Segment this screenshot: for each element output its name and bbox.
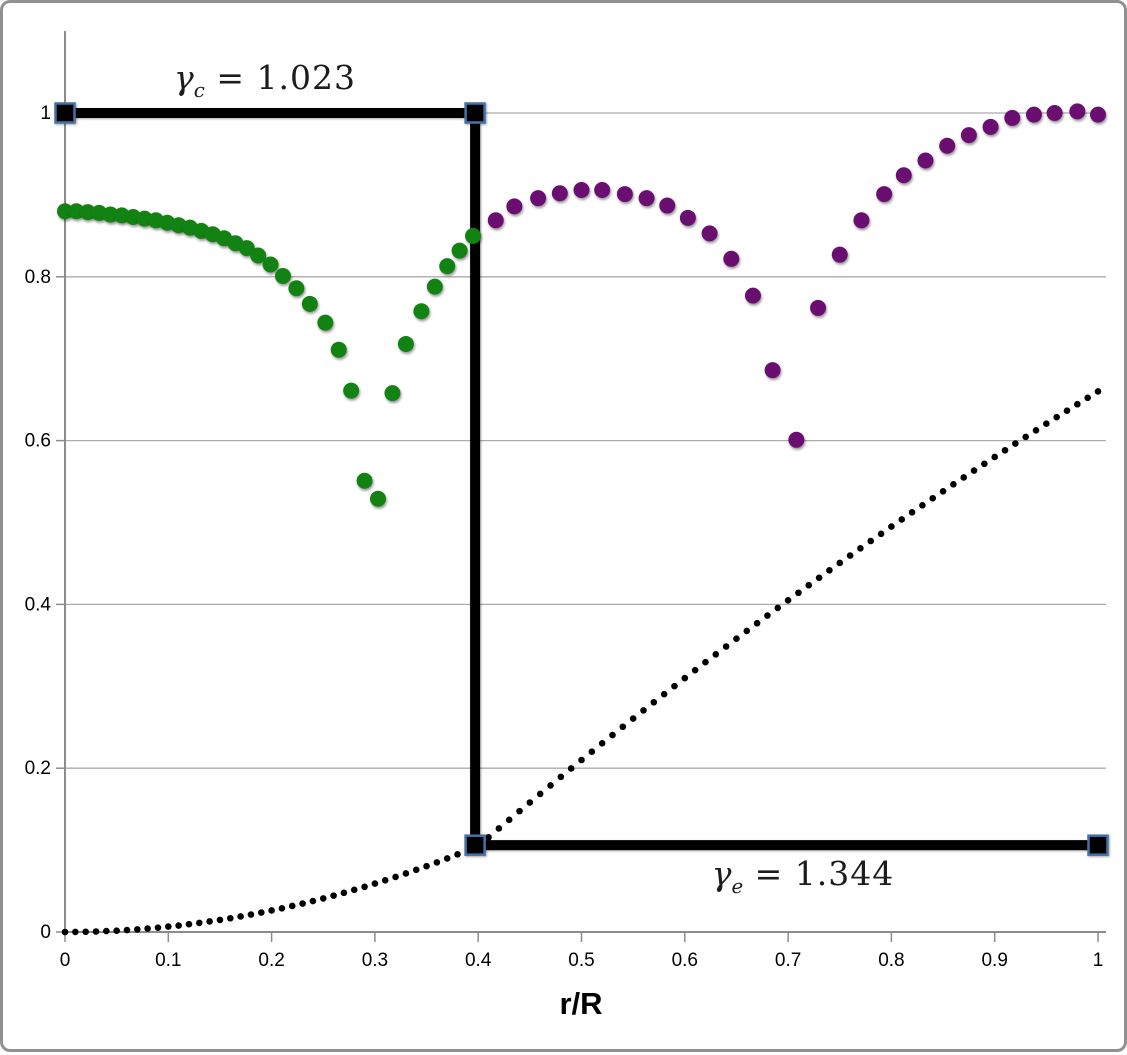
x-tick-label: 0.1 — [155, 950, 181, 971]
x-axis-title: r/R — [559, 986, 603, 1021]
dotted-curve-series — [61, 388, 1102, 936]
y-tick-label: 1 — [40, 103, 51, 124]
axis-ticks — [56, 112, 1099, 942]
axes — [64, 31, 1106, 933]
guide-lines — [65, 108, 1098, 851]
plot-area: 0 0.1 0.2 0.3 0.4 0.5 0.6 0.7 0.8 0.9 100.20.40.60… — [25, 31, 1109, 971]
purple-branch-series — [487, 103, 1106, 448]
x-tick-label: 0.5 — [568, 950, 594, 971]
x-tick-label: 0.3 — [362, 950, 388, 971]
guide-markers — [54, 102, 1109, 856]
y-tick-label: 0.2 — [25, 758, 51, 779]
x-tick-label: 0.2 — [258, 950, 284, 971]
y-tick-label: 0.6 — [25, 431, 51, 452]
x-tick-label: 0.9 — [981, 950, 1007, 971]
x-tick-label: 0 — [60, 950, 71, 971]
x-tick-label: 0.7 — [775, 950, 801, 971]
x-tick-label: 0.4 — [465, 950, 492, 971]
annotation-gamma-c: γc = 1.023 — [174, 58, 356, 102]
green-branch-series — [57, 203, 482, 507]
y-tick-label: 0.4 — [25, 594, 52, 615]
x-tick-labels: 0 0.1 0.2 0.3 0.4 0.5 0.6 0.7 0.8 0.9 1 — [60, 950, 1104, 971]
x-tick-label: 0.6 — [672, 950, 698, 971]
y-tick-labels: 0 0.2 0.4 0.6 0.8 1 — [25, 103, 52, 943]
x-tick-label: 0.8 — [878, 950, 904, 971]
annotation-gamma-e: γe = 1.344 — [711, 854, 895, 898]
gridlines — [65, 112, 1106, 769]
y-tick-label: 0.8 — [25, 267, 51, 288]
x-tick-label: 1 — [1093, 950, 1104, 971]
y-tick-label: 0 — [40, 922, 51, 943]
